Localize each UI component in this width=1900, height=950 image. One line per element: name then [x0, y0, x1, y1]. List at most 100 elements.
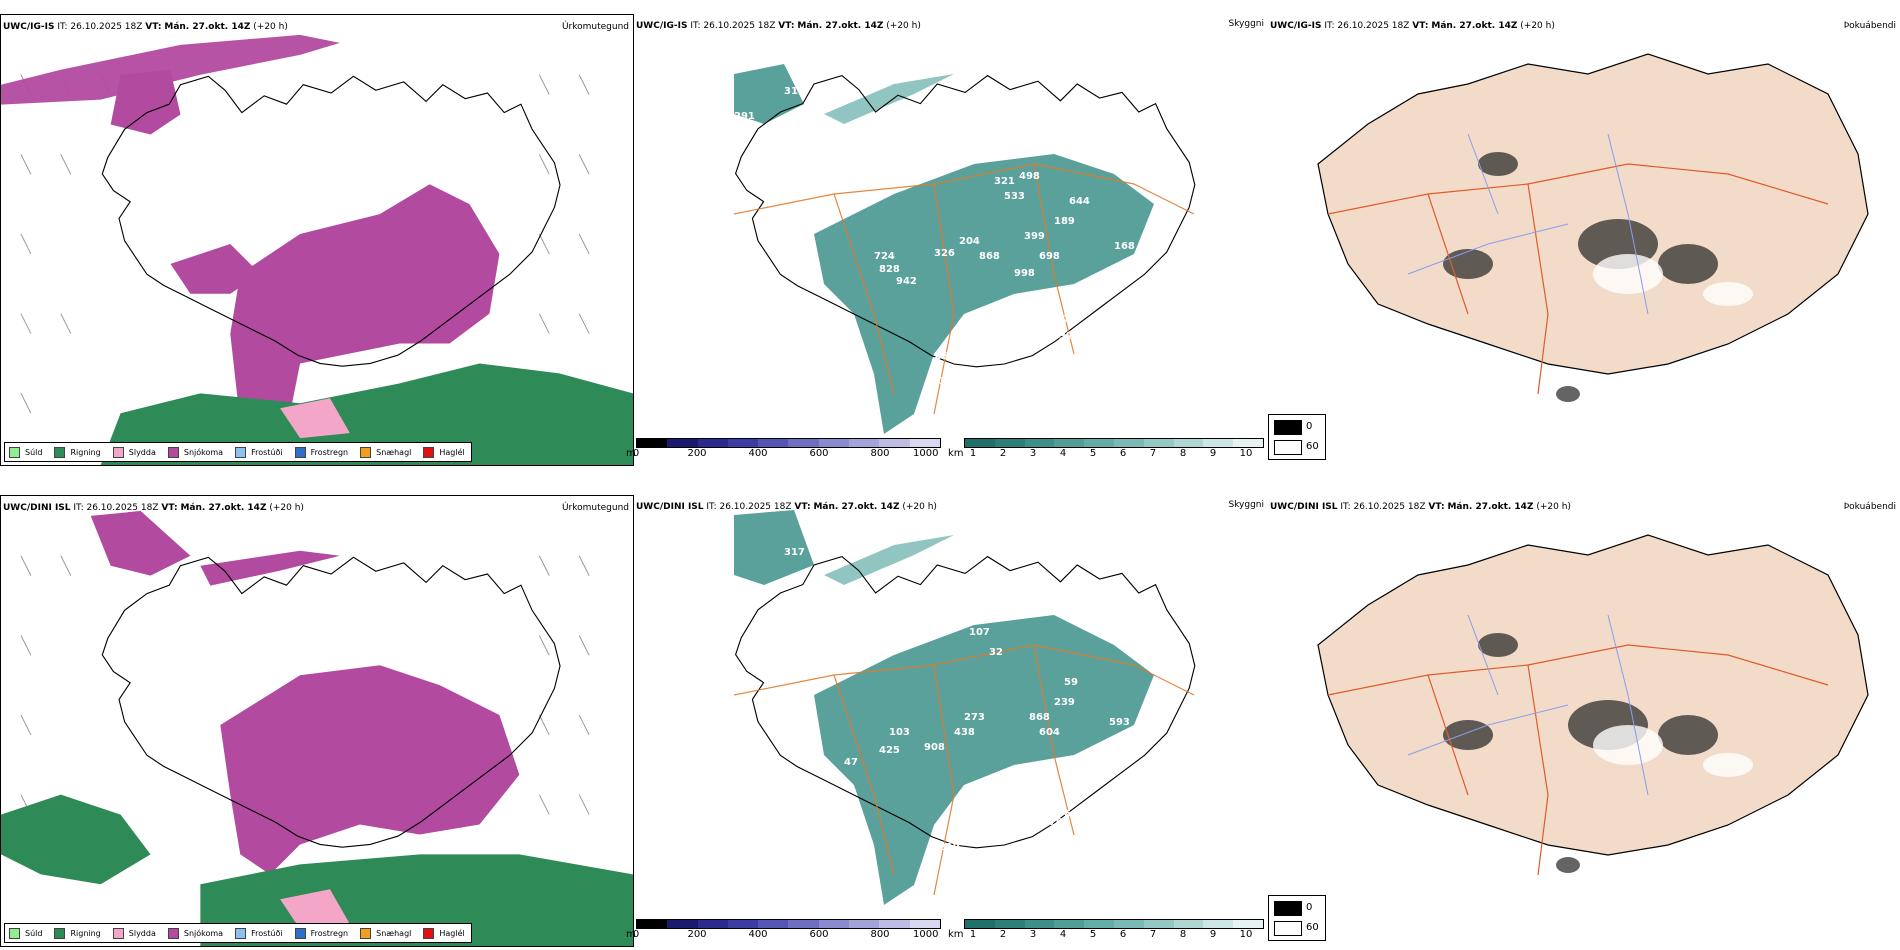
vis-label-r2-0: 317	[784, 547, 805, 558]
vis-label-r1-16: 168	[1114, 241, 1135, 252]
title-precip-row1: Úrkomutegund	[561, 22, 629, 32]
fog-panel-row2: UWC/DINI ISL IT: 26.10.2025 18Z VT: Mán.…	[1268, 495, 1900, 947]
sleet-area-south-row1	[280, 398, 350, 439]
swatch-sudl	[9, 446, 20, 458]
visibility-labels-row1: 317 291 72 69 321 498 533 644 189 399 20…	[734, 86, 1140, 387]
snow-area-central-row2	[220, 665, 520, 875]
title-fog-row2: Þokuábendi	[1843, 502, 1896, 512]
precip-map-row2	[1, 510, 633, 946]
swatch-frostregn-row2	[294, 927, 306, 939]
legend-item-haglel-row2: Haglél	[423, 927, 465, 939]
swatch-rigning	[54, 446, 66, 458]
vis-label-r2-3: 15	[1129, 627, 1143, 638]
legend-item-frostudi: Frostúði	[235, 446, 283, 458]
fog-white-patches-row1	[1593, 254, 1753, 306]
legend-item-haglel: Haglél	[423, 446, 465, 458]
header-row2-fog: UWC/DINI ISL IT: 26.10.2025 18Z VT: Mán.…	[1270, 502, 1571, 512]
cloud-legend-row1: 0 60	[1268, 414, 1326, 460]
snow-band-north-row2	[200, 550, 340, 586]
vis-label-r2-15: 47	[844, 757, 858, 768]
visibility-colorbar-labels-row1: 1 2 3 4 5 6 7 8 9 10	[969, 448, 1253, 459]
legend-item-snjokoma-row2: Snjókoma	[167, 927, 223, 939]
title-fog-row1: Þokuábendi	[1843, 21, 1896, 31]
vis-label-r1-17: 335	[1119, 261, 1140, 272]
precip-map-row1	[1, 34, 633, 465]
visibility-colorbar-strip-row1	[964, 438, 1264, 448]
header-row1-precip: UWC/IG-IS IT: 26.10.2025 18Z VT: Mán. 27…	[3, 22, 288, 32]
swatch-sudl-row2	[9, 927, 20, 939]
legend-item-sudl: Súld	[9, 446, 42, 458]
fog-map-row2	[1317, 534, 1869, 925]
visibility-map-row2: 317 107 32 15 59 239 273 868 438 593 604…	[733, 510, 1196, 905]
vis-label-r1-10: 204	[959, 236, 980, 247]
swatch-haglel	[423, 446, 435, 458]
legend-item-slydda-row2: Slydda	[112, 927, 156, 939]
legend-item-rigning-row2: Rigning	[54, 927, 101, 939]
vis-label-r1-4: 321	[994, 176, 1015, 187]
visibility-colorbar-row2: 1 2 3 4 5 6 7 8 9 10 km	[948, 919, 1264, 941]
vis-label-r2-19: 374	[939, 867, 960, 878]
elevation-colorbar-unit-row1: m	[626, 448, 636, 459]
fog-map-row1	[1317, 53, 1869, 402]
vis-label-r1-21: 322	[1059, 331, 1080, 342]
vis-label-r2-1: 107	[969, 627, 990, 638]
precip-panel-row1: UWC/IG-IS IT: 26.10.2025 18Z VT: Mán. 27…	[0, 14, 634, 466]
elevation-colorbar-row2: 0 200 400 600 800 1000 m	[626, 919, 941, 941]
header-row1-fog: UWC/IG-IS IT: 26.10.2025 18Z VT: Mán. 27…	[1270, 21, 1555, 31]
vis-label-r1-7: 644	[1069, 196, 1090, 207]
vis-label-r2-14: 307	[1114, 742, 1135, 753]
precip-legend-row1: Súld Rigning Slydda Snjókoma Frostúði Fr…	[4, 442, 472, 462]
fog-white-patches-row2	[1328, 725, 1753, 925]
rain-area-southwest-row2	[1, 794, 151, 885]
vis-label-r2-16: 669	[1064, 809, 1085, 820]
roads-row2	[733, 644, 1195, 896]
swatch-frostudi-row2	[235, 927, 247, 939]
visibility-panel-row2: 317 107 32 15 59 239 273 868 438 593 604…	[626, 495, 1268, 947]
visibility-map-row1: 317 291 72 69 321 498 533 644 189 399 20…	[733, 64, 1196, 434]
vis-label-r2-6: 273	[964, 712, 985, 723]
fog-rivers-row2	[1407, 614, 1649, 796]
swatch-slydda-row2	[112, 927, 124, 939]
visibility-panel-row1: 317 291 72 69 321 498 533 644 189 399 20…	[626, 14, 1268, 466]
vis-label-r1-15: 698	[1039, 251, 1060, 262]
legend-item-slydda: Slydda	[112, 446, 156, 458]
sleet-area-south-row2	[280, 889, 350, 930]
vis-label-r1-9: 399	[1024, 231, 1045, 242]
cloud-legend-row2: 0 60	[1268, 895, 1326, 941]
swatch-snaehagl-row2	[360, 927, 372, 939]
legend-item-snjokoma: Snjókoma	[167, 446, 223, 458]
vis-label-r2-13: 908	[924, 742, 945, 753]
header-row1-vis: UWC/IG-IS IT: 26.10.2025 18Z VT: Mán. 27…	[636, 21, 921, 31]
visibility-band-north-row2	[824, 535, 954, 585]
vis-label-r1-13: 724	[874, 251, 895, 262]
elevation-colorbar-labels-row2: 0 200 400 600 800 1000	[632, 929, 939, 940]
vis-label-r2-20: 96	[949, 892, 963, 903]
visibility-colorbar-strip-row2	[964, 919, 1264, 929]
swatch-snaehagl	[360, 446, 372, 458]
snow-area-westfjords-row1	[110, 69, 181, 135]
swatch-snjokoma-row2	[167, 927, 179, 939]
snow-area-west-row1	[170, 243, 261, 294]
visibility-labels-row2: 317 107 32 15 59 239 273 868 438 593 604…	[784, 547, 1143, 903]
elevation-colorbar-strip-row2	[636, 919, 941, 929]
elevation-colorbar-unit-row2: m	[626, 929, 636, 940]
title-visibility-row2: Skyggni	[1228, 500, 1264, 510]
rain-area-south-row1	[100, 363, 633, 465]
visibility-band-north-row1	[824, 74, 954, 124]
fog-land-row2	[1317, 534, 1869, 856]
precip-panel-row2: UWC/DINI ISL IT: 26.10.2025 18Z VT: Mán.…	[0, 495, 634, 947]
fog-roads-row1	[1327, 163, 1829, 395]
roads-row1	[733, 163, 1195, 415]
vis-label-r2-8: 438	[954, 727, 975, 738]
elevation-colorbar-strip-row1	[636, 438, 941, 448]
low-visibility-westfjords-row2	[734, 510, 814, 585]
cloud-swatch-0-row2	[1274, 901, 1302, 916]
low-visibility-area-row1	[814, 154, 1154, 434]
cloud-swatch-60-row1	[1274, 440, 1302, 455]
legend-item-frostregn-row2: Frostregn	[294, 927, 348, 939]
elevation-colorbar-row1: 0 200 400 600 800 1000 m	[626, 438, 941, 460]
vis-label-r2-7: 868	[1029, 712, 1050, 723]
swatch-slydda	[112, 446, 124, 458]
visibility-colorbar-unit-row2: km	[948, 929, 964, 940]
vis-label-r1-19: 998	[1014, 268, 1035, 279]
